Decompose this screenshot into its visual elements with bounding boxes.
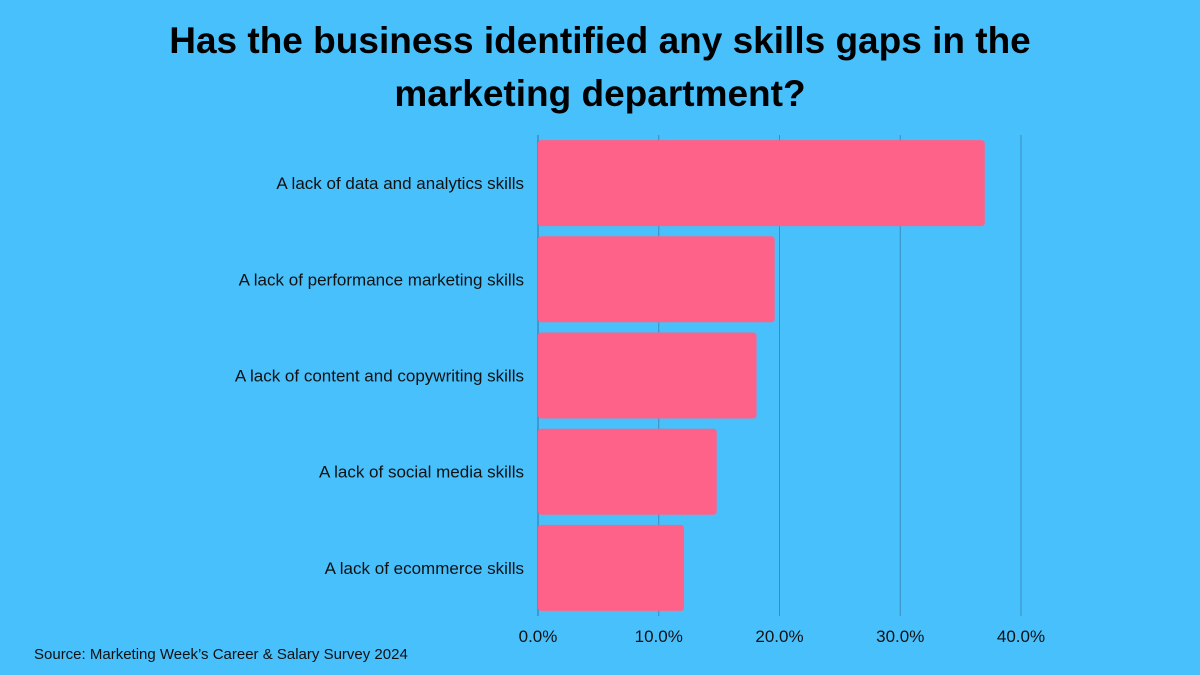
x-tick-label: 10.0% — [635, 627, 683, 646]
bar — [538, 140, 985, 227]
x-tick-label: 30.0% — [876, 627, 924, 646]
x-axis-ticks: 0.0% 10.0% 20.0% 30.0% 40.0% — [519, 627, 1045, 646]
category-label: A lack of social media skills — [319, 463, 524, 482]
x-tick-label: 0.0% — [519, 627, 558, 646]
bar — [538, 332, 757, 419]
bar — [538, 236, 775, 323]
category-label: A lack of performance marketing skills — [239, 270, 524, 289]
bars — [538, 140, 985, 611]
source-note: Source: Marketing Week’s Career & Salary… — [34, 646, 408, 663]
category-label: A lack of ecommerce skills — [325, 559, 524, 578]
bar — [538, 524, 685, 611]
category-label: A lack of data and analytics skills — [276, 174, 524, 193]
x-tick-label: 20.0% — [755, 627, 803, 646]
chart-title: Has the business identified any skills g… — [169, 20, 1031, 114]
category-label: A lack of content and copywriting skills — [235, 367, 524, 386]
bar — [538, 428, 717, 515]
x-tick-label: 40.0% — [997, 627, 1045, 646]
category-labels: A lack of data and analytics skills A lac… — [235, 174, 524, 578]
